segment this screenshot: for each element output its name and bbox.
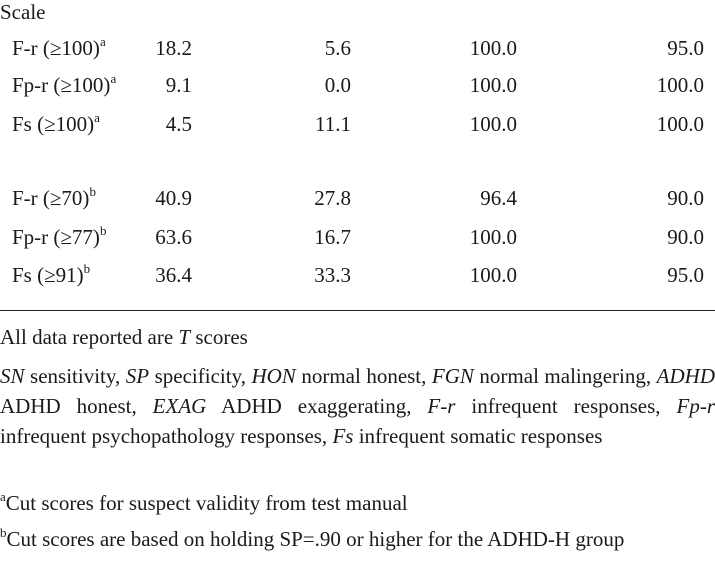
scale-label: Fp-r (≥100)a (12, 71, 117, 97)
sp-value: 16.7 (314, 225, 351, 249)
table-row: Fs (≥91)b 36.4 33.3 100.0 95.0 (0, 261, 715, 293)
scale-label: F-r (≥70)b (12, 184, 96, 210)
sp-value: 5.6 (324, 36, 351, 60)
scale-label: Fs (≥100)a (12, 110, 100, 136)
scale-label: F-r (≥100)a (12, 34, 106, 60)
value-col3: 100.0 (469, 73, 517, 97)
table-row: Fs (≥100)a 4.5 11.1 100.0 100.0 (0, 110, 715, 142)
sn-value: 9.1 (165, 73, 192, 97)
sn-value: 63.6 (155, 225, 192, 249)
sp-value: 11.1 (315, 112, 351, 136)
table-row: F-r (≥100)a 18.2 5.6 100.0 95.0 (0, 34, 715, 66)
value-col3: 100.0 (469, 112, 517, 136)
scale-label: Fs (≥91)b (12, 261, 91, 287)
value-col3: 100.0 (469, 36, 517, 60)
sp-value: 33.3 (314, 263, 351, 287)
sn-value: 40.9 (155, 186, 192, 210)
value-col4: 95.0 (667, 36, 704, 60)
value-col4: 95.0 (667, 263, 704, 287)
value-col4: 90.0 (667, 225, 704, 249)
sp-value: 27.8 (314, 186, 351, 210)
table-row: Fp-r (≥100)a 9.1 0.0 100.0 100.0 (0, 71, 715, 103)
table-row: F-r (≥70)b 40.9 27.8 96.4 90.0 (0, 184, 715, 216)
note-abbreviations: SN sensitivity, SP specificity, HON norm… (0, 364, 715, 448)
sn-value: 4.5 (165, 112, 192, 136)
value-col3: 100.0 (469, 263, 517, 287)
sn-value: 18.2 (155, 36, 192, 60)
value-col4: 100.0 (656, 73, 704, 97)
table-row: Fp-r (≥77)b 63.6 16.7 100.0 90.0 (0, 223, 715, 255)
value-col3: 100.0 (469, 225, 517, 249)
scale-label: Fp-r (≥77)b (12, 223, 107, 249)
sn-value: 36.4 (155, 263, 192, 287)
note-data-type: All data reported are T scores (0, 325, 248, 349)
scale-column-header: Scale (0, 0, 46, 24)
table-bottom-rule (0, 310, 715, 311)
value-col4: 90.0 (667, 186, 704, 210)
footnote-b: bCut scores are based on holding SP=.90 … (0, 525, 625, 551)
value-col4: 100.0 (656, 112, 704, 136)
footnote-a: aCut scores for suspect validity from te… (0, 489, 408, 515)
value-col3: 96.4 (480, 186, 517, 210)
sp-value: 0.0 (324, 73, 351, 97)
